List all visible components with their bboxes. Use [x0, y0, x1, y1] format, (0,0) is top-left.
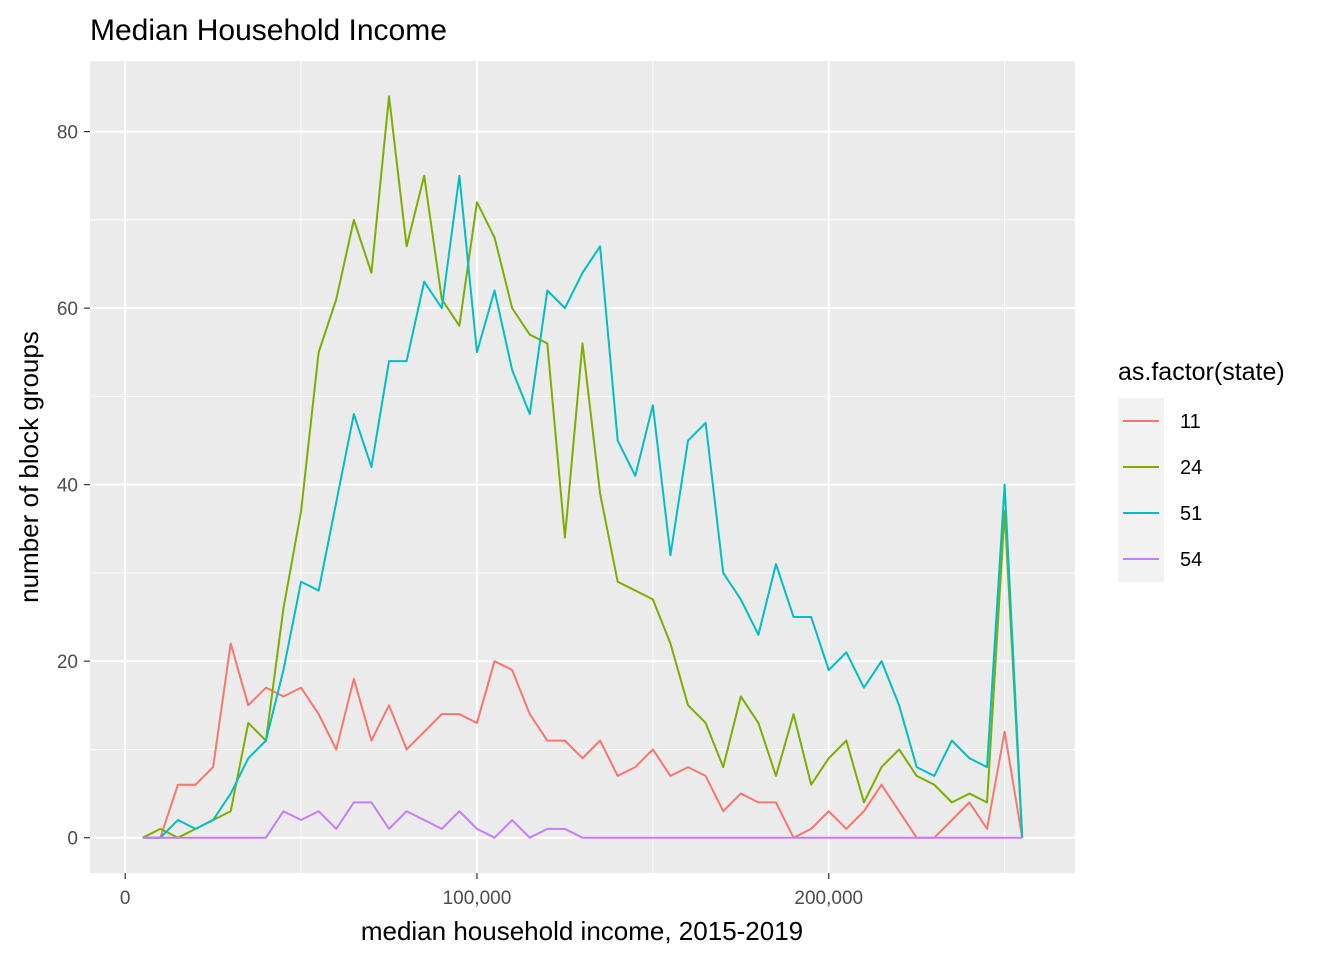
x-axis-title: median household income, 2015-2019	[361, 916, 803, 946]
legend-label-24: 24	[1180, 457, 1202, 479]
legend-label-51: 51	[1180, 503, 1202, 525]
legend-key-background	[1118, 398, 1164, 582]
series-line-51	[142, 174, 1024, 839]
y-axis-title: number of block groups	[14, 331, 44, 603]
legend-label-54: 54	[1180, 549, 1202, 571]
x-tick-label: 200,000	[794, 888, 863, 909]
legend: as.factor(state) 11 24 51 54	[1118, 358, 1285, 582]
series-lines	[142, 95, 1024, 839]
series-line-54	[142, 801, 1023, 839]
y-tick-label: 60	[57, 299, 78, 320]
series-line-24	[142, 95, 1024, 839]
y-tick-label: 80	[57, 123, 78, 144]
legend-label-11: 11	[1180, 411, 1201, 433]
x-axis: 0 100,000 200,000	[120, 873, 863, 909]
y-tick-label: 40	[57, 476, 78, 497]
legend-title: as.factor(state)	[1118, 358, 1285, 386]
legend-items: 11 24 51 54	[1118, 398, 1202, 582]
y-tick-label: 20	[57, 652, 78, 673]
x-tick-label: 100,000	[443, 888, 512, 909]
minor-gridlines	[90, 61, 1075, 873]
chart-title: Median Household Income	[90, 14, 447, 47]
y-axis: 0 20 40 60 80	[57, 123, 90, 850]
y-tick-label: 0	[67, 829, 78, 850]
x-tick-label: 0	[120, 888, 131, 909]
series-line-11	[142, 642, 1024, 839]
plot-panel	[90, 61, 1075, 873]
